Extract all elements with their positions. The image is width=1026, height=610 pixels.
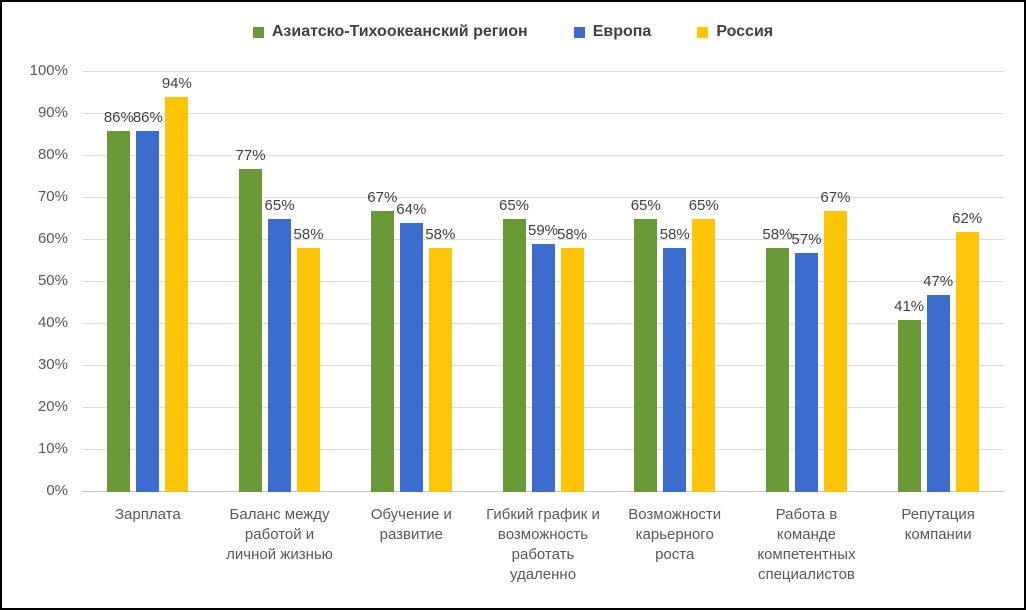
bar-data-label: 86%: [103, 108, 134, 126]
bar-data-label: 77%: [235, 146, 266, 164]
y-axis-tick-label: 20%: [37, 398, 68, 415]
x-axis-category-label: Зарплата: [115, 506, 181, 523]
legend-label: Азиатско-Тихоокеанский регион: [271, 23, 528, 40]
legend-item-1: Европа: [573, 23, 652, 41]
bar-data-label: 67%: [367, 188, 398, 206]
bar-series1-cat0: 86%: [133, 109, 163, 492]
gridline: [82, 239, 1004, 240]
x-axis-category-label: Обучение и развитие: [370, 506, 452, 543]
bar-data-label: 47%: [923, 272, 954, 290]
bar-series2-cat1: 58%: [294, 226, 324, 492]
legend-label: Россия: [716, 23, 774, 40]
bar-series0-cat2: 67%: [367, 189, 397, 492]
bar-data-label: 65%: [498, 197, 530, 214]
bar-data-label: 57%: [791, 230, 822, 248]
bar-series2-cat4: 65%: [689, 197, 719, 492]
gridline: [82, 71, 1004, 72]
bar-data-label: 65%: [264, 197, 295, 214]
x-axis-category-label: Работа в команде компетентных специалист…: [757, 506, 856, 583]
x-axis-category-label: Возможности карьерного роста: [628, 506, 722, 563]
bar-data-label: 65%: [688, 197, 719, 214]
bar-series1-cat3: 59%: [528, 222, 558, 492]
legend-swatch-icon: [697, 26, 709, 38]
bar-series1-cat4: 58%: [660, 226, 690, 492]
chart-legend: Азиатско-Тихоокеанский регион Европа Росси…: [2, 23, 1024, 41]
bar-series0-cat6: 41%: [894, 298, 924, 492]
bar-data-label: 58%: [659, 226, 690, 244]
y-axis-tick-label: 70%: [37, 188, 68, 205]
bar-series0-cat5: 58%: [762, 226, 792, 492]
bar-series2-cat6: 62%: [952, 210, 982, 492]
x-axis-category-label: Гибкий график и возможность работать уда…: [486, 506, 600, 583]
bar-series1-cat1: 65%: [265, 197, 295, 492]
bar-data-label: 58%: [293, 226, 324, 244]
bar-series2-cat2: 58%: [425, 226, 455, 492]
bar-series0-cat1: 77%: [236, 147, 266, 492]
plot-area: 0% 10% 20% 30% 40% 50% 60% 70% 80% 90% 100% 86% 86% 9…: [30, 62, 1004, 583]
y-axis-tick-label: 80%: [37, 146, 68, 163]
bar-series1-cat2: 64%: [396, 201, 426, 492]
x-axis-category-label: Баланс между работой и личной жизнью: [226, 506, 333, 563]
y-axis-tick-label: 30%: [37, 356, 68, 373]
bar-series0-cat3: 65%: [499, 197, 529, 492]
legend-item-2: Россия: [697, 23, 773, 41]
bar-data-label: 62%: [952, 209, 983, 227]
gridline: [82, 155, 1004, 156]
legend-swatch-icon: [252, 26, 264, 38]
bar-series2-cat5: 67%: [820, 189, 850, 492]
y-axis-tick-label: 50%: [37, 272, 68, 289]
bar-data-label: 41%: [894, 297, 925, 315]
bar-series0-cat4: 65%: [631, 197, 661, 492]
bar-series2-cat3: 58%: [557, 226, 587, 492]
bar-data-label: 65%: [630, 197, 661, 214]
y-axis-tick-label: 60%: [37, 230, 68, 247]
bar-data-label: 58%: [425, 226, 456, 244]
bar-series2-cat0: 94%: [162, 75, 192, 492]
x-axis-category-label: Репутация компании: [901, 506, 975, 543]
gridline: [82, 197, 1004, 198]
y-axis-tick-label: 90%: [37, 104, 68, 121]
y-axis-tick-label: 100%: [29, 62, 68, 79]
bar-data-label: 67%: [820, 188, 851, 206]
bar-series1-cat6: 47%: [923, 273, 953, 492]
bar-data-label: 59%: [527, 222, 559, 240]
legend-item-0: Азиатско-Тихоокеанский регион: [252, 23, 528, 41]
bar-data-label: 64%: [396, 201, 427, 219]
gridline: [82, 113, 1004, 114]
legend-label: Европа: [592, 23, 652, 40]
y-axis-tick-label: 40%: [37, 314, 68, 331]
bar-data-label: 94%: [161, 75, 192, 93]
y-axis-tick-label: 10%: [37, 440, 68, 457]
bar-series0-cat0: 86%: [104, 109, 134, 492]
y-axis-tick-label: 0%: [46, 482, 68, 499]
bar-data-label: 86%: [132, 108, 163, 126]
bar-data-label: 58%: [556, 226, 588, 244]
bar-series1-cat5: 57%: [791, 231, 821, 492]
bar-data-label: 58%: [762, 226, 793, 244]
legend-swatch-icon: [573, 26, 585, 38]
